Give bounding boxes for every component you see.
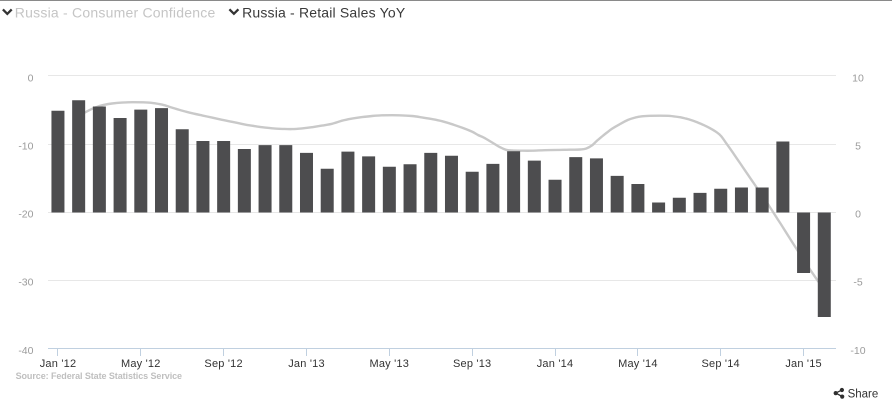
svg-text:-10: -10 [18,141,33,153]
svg-text:Jan '13: Jan '13 [288,358,325,370]
svg-text:-30: -30 [18,277,33,289]
svg-text:May '13: May '13 [370,358,410,370]
svg-text:10: 10 [852,73,864,85]
svg-text:0: 0 [28,73,34,85]
svg-text:-20: -20 [18,209,33,221]
svg-text:-40: -40 [18,345,33,357]
svg-text:Share: Share [848,389,879,401]
svg-text:0: 0 [855,209,861,221]
svg-text:May '14: May '14 [618,358,658,370]
svg-text:Jan '12: Jan '12 [40,358,77,370]
svg-text:Sep '12: Sep '12 [204,358,242,370]
svg-text:Sep '13: Sep '13 [453,358,491,370]
svg-text:Russia - Consumer Confidence: Russia - Consumer Confidence [15,5,216,21]
svg-text:Jan '14: Jan '14 [537,358,574,370]
svg-text:May '12: May '12 [121,358,161,370]
svg-text:-10: -10 [850,345,865,357]
svg-text:Sep '14: Sep '14 [702,358,740,370]
svg-text:5: 5 [855,141,861,153]
svg-text:-5: -5 [853,277,862,289]
svg-text:Source: Federal State Statisti: Source: Federal State Statistics Service [16,371,182,381]
svg-text:Russia - Retail Sales YoY: Russia - Retail Sales YoY [242,5,406,21]
svg-text:Jan '15: Jan '15 [785,358,822,370]
